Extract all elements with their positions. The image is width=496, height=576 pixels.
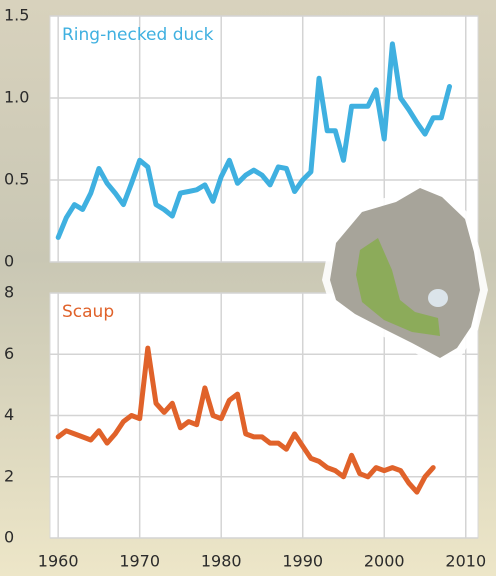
y-tick-label: 1.5 bbox=[4, 6, 29, 25]
x-tick-label: 1980 bbox=[201, 552, 242, 571]
series-label: Scaup bbox=[62, 302, 114, 322]
map-region bbox=[356, 238, 440, 336]
x-tick-label: 2010 bbox=[445, 552, 486, 571]
map-bay bbox=[428, 289, 448, 307]
x-tick-label: 1970 bbox=[119, 552, 160, 571]
x-tick-label: 1960 bbox=[38, 552, 79, 571]
y-tick-label: 6 bbox=[4, 344, 14, 363]
y-tick-label: 4 bbox=[4, 405, 14, 424]
y-tick-label: 0 bbox=[4, 252, 14, 271]
y-tick-label: 0.5 bbox=[4, 170, 29, 189]
x-tick-label: 1990 bbox=[282, 552, 323, 571]
map-land bbox=[330, 188, 480, 358]
data-line bbox=[55, 345, 436, 495]
map-inset bbox=[322, 180, 488, 368]
series-label: Ring-necked duck bbox=[62, 25, 214, 45]
y-tick-label: 2 bbox=[4, 466, 14, 485]
x-tick-label: 2000 bbox=[364, 552, 405, 571]
y-tick-label: 0 bbox=[4, 528, 14, 547]
y-tick-label: 1.0 bbox=[4, 88, 29, 107]
y-tick-label: 8 bbox=[4, 283, 14, 302]
data-line bbox=[55, 41, 452, 240]
